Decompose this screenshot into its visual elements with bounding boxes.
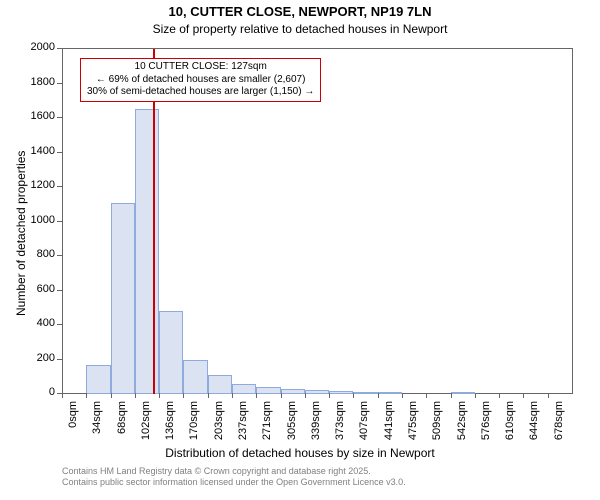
x-tick-label: 136sqm xyxy=(164,401,176,441)
histogram-bar xyxy=(451,392,475,394)
x-tick xyxy=(523,393,524,398)
histogram-bar xyxy=(281,389,305,394)
chart-subtitle: Size of property relative to detached ho… xyxy=(0,22,600,36)
annotation-line: ← 69% of detached houses are smaller (2,… xyxy=(87,74,314,87)
annotation-line: 10 CUTTER CLOSE: 127sqm xyxy=(87,61,314,74)
x-tick-label: 407sqm xyxy=(358,401,370,441)
y-tick-label: 0 xyxy=(20,386,55,398)
chart-title: 10, CUTTER CLOSE, NEWPORT, NP19 7LN xyxy=(0,4,600,19)
x-tick-label: 441sqm xyxy=(383,401,395,441)
property-size-chart: 10, CUTTER CLOSE, NEWPORT, NP19 7LN Size… xyxy=(0,0,600,500)
x-tick xyxy=(256,393,257,398)
x-tick xyxy=(353,393,354,398)
x-tick xyxy=(62,393,63,398)
x-tick xyxy=(548,393,549,398)
y-tick xyxy=(57,359,62,360)
x-tick xyxy=(426,393,427,398)
x-tick xyxy=(232,393,233,398)
y-tick xyxy=(57,221,62,222)
histogram-bar xyxy=(329,391,353,394)
y-tick-label: 1600 xyxy=(20,110,55,122)
histogram-bar xyxy=(86,365,110,394)
x-tick-label: 509sqm xyxy=(431,401,443,441)
y-tick-label: 1800 xyxy=(20,76,55,88)
histogram-bar xyxy=(256,387,280,394)
attribution-line-1: Contains HM Land Registry data © Crown c… xyxy=(62,466,406,477)
y-tick-label: 1000 xyxy=(20,214,55,226)
x-tick-label: 271sqm xyxy=(261,401,273,441)
histogram-bar xyxy=(111,203,135,394)
histogram-bar xyxy=(353,392,377,394)
x-tick xyxy=(305,393,306,398)
y-tick-label: 1400 xyxy=(20,145,55,157)
y-tick xyxy=(57,186,62,187)
x-tick-label: 68sqm xyxy=(116,401,128,441)
x-tick xyxy=(159,393,160,398)
y-tick xyxy=(57,324,62,325)
y-tick xyxy=(57,83,62,84)
x-tick-label: 678sqm xyxy=(553,401,565,441)
x-tick xyxy=(183,393,184,398)
y-axis-line xyxy=(62,49,63,394)
histogram-bar xyxy=(135,109,159,394)
x-tick xyxy=(378,393,379,398)
x-tick xyxy=(208,393,209,398)
x-tick xyxy=(135,393,136,398)
x-tick-label: 610sqm xyxy=(504,401,516,441)
x-tick xyxy=(499,393,500,398)
annotation-box: 10 CUTTER CLOSE: 127sqm← 69% of detached… xyxy=(80,58,321,102)
x-tick xyxy=(281,393,282,398)
y-tick-label: 600 xyxy=(20,283,55,295)
x-axis-label: Distribution of detached houses by size … xyxy=(0,446,600,460)
x-tick xyxy=(451,393,452,398)
x-tick-label: 170sqm xyxy=(188,401,200,441)
x-tick-label: 34sqm xyxy=(91,401,103,441)
x-tick xyxy=(111,393,112,398)
histogram-bar xyxy=(305,390,329,394)
x-tick-label: 0sqm xyxy=(67,401,79,441)
histogram-bar xyxy=(183,360,207,395)
y-tick-label: 1200 xyxy=(20,179,55,191)
y-tick xyxy=(57,152,62,153)
x-tick-label: 339sqm xyxy=(310,401,322,441)
x-tick-label: 475sqm xyxy=(407,401,419,441)
y-tick-label: 2000 xyxy=(20,41,55,53)
x-tick-label: 305sqm xyxy=(286,401,298,441)
x-tick-label: 542sqm xyxy=(456,401,468,441)
x-tick-label: 237sqm xyxy=(237,401,249,441)
x-tick-label: 576sqm xyxy=(480,401,492,441)
x-tick-label: 373sqm xyxy=(334,401,346,441)
x-tick xyxy=(86,393,87,398)
x-tick-label: 102sqm xyxy=(140,401,152,441)
y-tick xyxy=(57,255,62,256)
histogram-bar xyxy=(378,392,402,394)
x-tick xyxy=(475,393,476,398)
y-tick xyxy=(57,117,62,118)
y-tick xyxy=(57,48,62,49)
y-tick-label: 200 xyxy=(20,352,55,364)
attribution-line-2: Contains public sector information licen… xyxy=(62,477,406,488)
histogram-bar xyxy=(232,384,256,394)
x-tick-label: 203sqm xyxy=(213,401,225,441)
histogram-bar xyxy=(208,375,232,394)
y-tick xyxy=(57,290,62,291)
y-tick-label: 400 xyxy=(20,317,55,329)
x-tick xyxy=(402,393,403,398)
x-tick xyxy=(329,393,330,398)
y-tick-label: 800 xyxy=(20,248,55,260)
x-tick-label: 644sqm xyxy=(528,401,540,441)
annotation-line: 30% of semi-detached houses are larger (… xyxy=(87,86,314,99)
attribution-text: Contains HM Land Registry data © Crown c… xyxy=(62,466,406,488)
histogram-bar xyxy=(159,311,183,394)
